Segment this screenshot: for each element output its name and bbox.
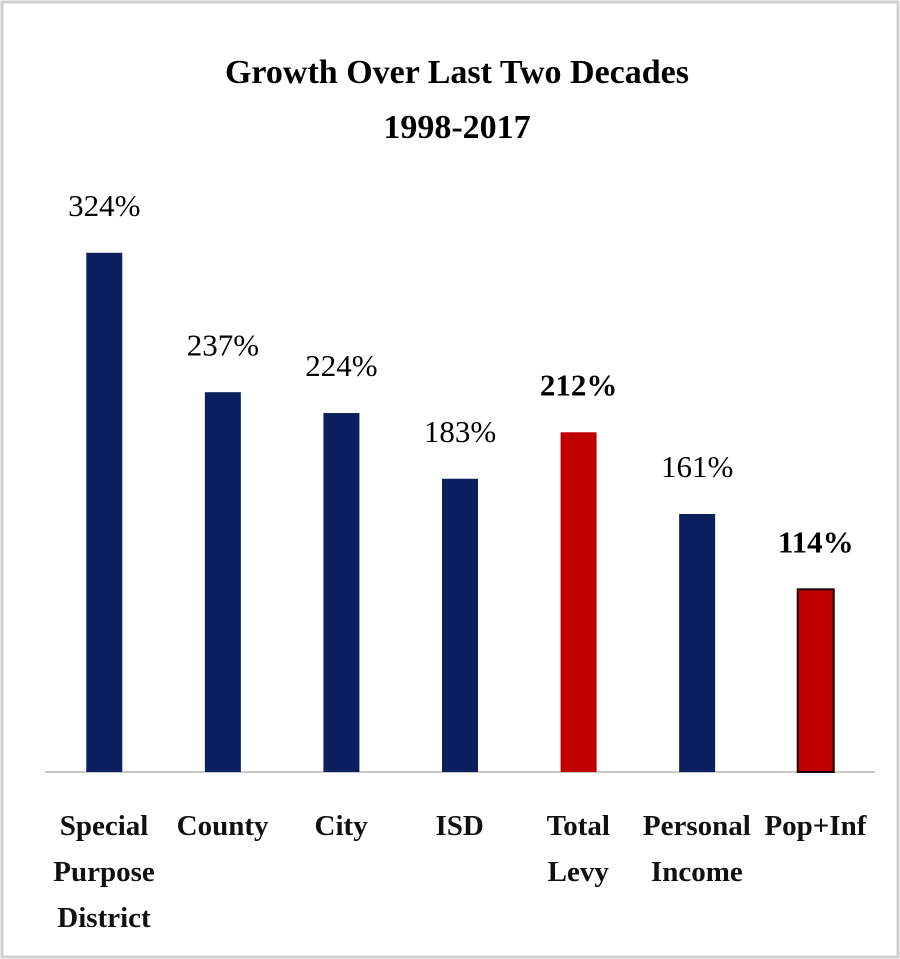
value-label: 114% [778,524,854,559]
x-tick-label: County [176,810,269,842]
bar [679,513,716,772]
chart-title: Growth Over Last Two Decades [225,54,689,91]
x-tick-label: City [314,810,368,842]
bar [796,588,835,773]
bar [560,432,597,772]
chart-subtitle: 1998-2017 [383,109,530,146]
value-label: 237% [187,327,259,362]
bar [442,478,478,772]
value-label: 161% [661,449,733,484]
x-tick-label: Personal Income [642,810,751,888]
value-label: 183% [424,414,496,449]
bar [86,252,123,773]
x-tick-label: Pop+Inf [764,810,867,842]
x-tick-label: ISD [435,810,484,842]
x-tick-label: Total Levy [546,810,610,888]
x-tick-label: Special Purpose District [53,810,155,934]
bar [204,392,241,772]
value-label: 224% [305,348,377,383]
value-label: 324% [68,188,140,223]
bar [323,413,360,772]
value-label: 212% [540,367,618,402]
